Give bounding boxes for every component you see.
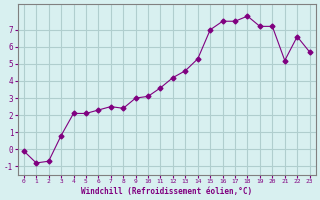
X-axis label: Windchill (Refroidissement éolien,°C): Windchill (Refroidissement éolien,°C) — [81, 187, 252, 196]
